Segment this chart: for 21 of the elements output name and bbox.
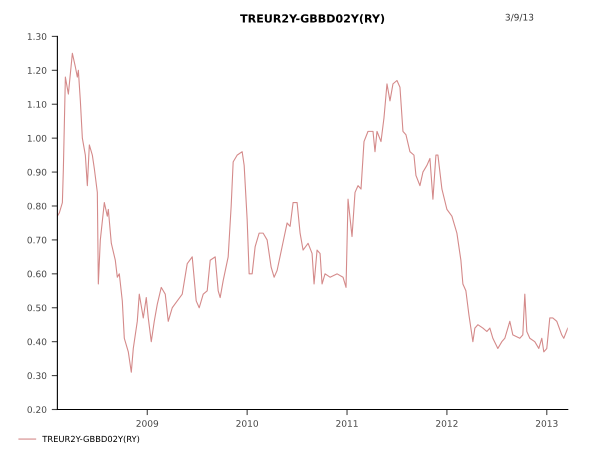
y-tick-label: 0.50 xyxy=(27,304,46,312)
y-tick-label: 0.90 xyxy=(27,168,46,176)
text: 3/9/13 xyxy=(506,14,534,22)
y-tick-label: 1.20 xyxy=(28,67,46,74)
y-tick-label: 0.40 xyxy=(27,338,46,346)
x-tick-label: 2013 xyxy=(536,420,558,427)
x-tick-label: 2010 xyxy=(236,420,258,427)
y-tick-label: 0.60 xyxy=(27,270,46,278)
x-tick-label: 2011 xyxy=(336,420,358,427)
x-tick-label: 2012 xyxy=(436,420,458,427)
y-tick-label: 0.70 xyxy=(27,236,46,244)
chart-title: TREUR2Y-GBBD02Y(RY) xyxy=(240,14,384,24)
y-tick-label: 1.30 xyxy=(28,33,46,40)
legend-label: TREUR2Y-GBBD02Y(RY) xyxy=(42,436,140,444)
y-tick-label: 0.20 xyxy=(27,406,46,414)
y-tick-label: 1.00 xyxy=(28,134,46,142)
line-series xyxy=(57,52,568,373)
y-tick-label: 1.10 xyxy=(28,100,46,108)
y-tick-label: 0.80 xyxy=(27,202,46,210)
y-tick-label: 0.30 xyxy=(27,372,46,380)
x-tick-label: 2009 xyxy=(136,420,158,427)
